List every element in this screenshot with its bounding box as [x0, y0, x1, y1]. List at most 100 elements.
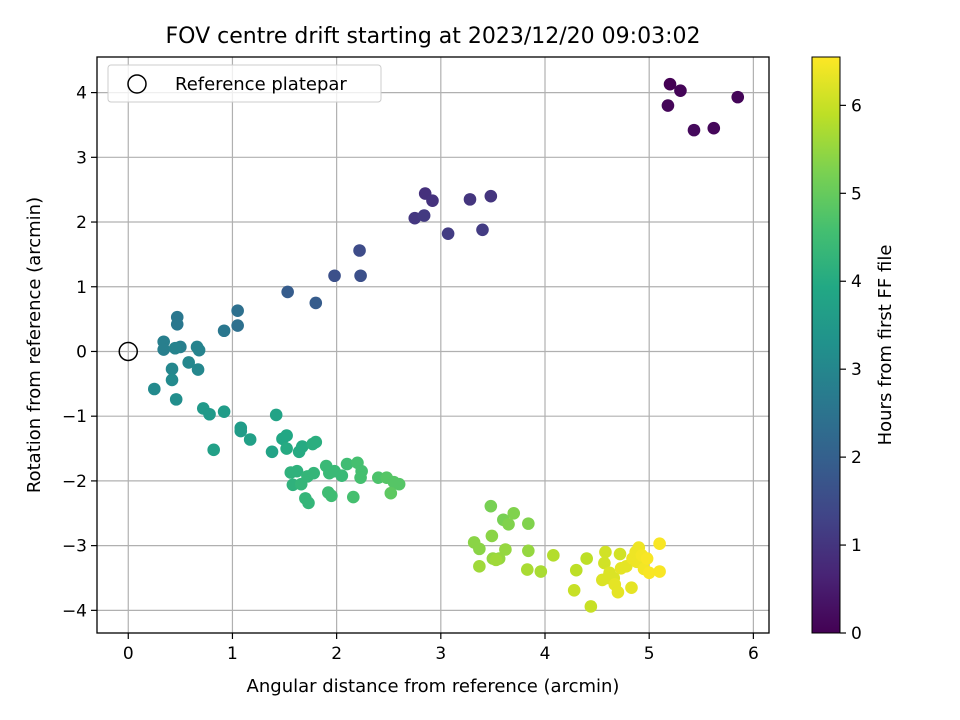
data-point	[499, 543, 512, 556]
y-tick-label: −1	[62, 407, 87, 427]
colorbar-tick-label: 5	[851, 184, 862, 204]
data-point	[507, 506, 521, 520]
data-point	[148, 382, 161, 396]
data-point	[484, 189, 498, 203]
data-point	[663, 77, 677, 91]
y-tick-label: −3	[62, 537, 87, 557]
data-point	[217, 324, 231, 338]
data-point	[463, 193, 477, 206]
data-point	[625, 581, 638, 594]
data-point	[485, 529, 499, 543]
data-point	[346, 490, 360, 504]
data-point	[476, 223, 489, 237]
data-point	[295, 440, 309, 453]
x-tick-label: 0	[123, 644, 134, 664]
data-point	[687, 123, 701, 137]
data-point	[584, 600, 598, 613]
data-point	[441, 227, 455, 240]
y-tick-label: −4	[62, 601, 87, 621]
plot-frame	[96, 56, 770, 634]
data-point	[613, 547, 627, 561]
colorbar-tick-label: 0	[851, 624, 862, 644]
data-point	[731, 90, 745, 104]
data-point	[231, 319, 244, 332]
x-tick-label: 3	[435, 644, 446, 664]
data-point	[325, 489, 338, 503]
data-point	[302, 496, 315, 510]
data-point	[280, 429, 293, 442]
data-point	[384, 486, 398, 500]
chart-title: FOV centre drift starting at 2023/12/20 …	[166, 24, 701, 49]
data-point	[207, 443, 220, 457]
y-tick-label: 4	[76, 84, 87, 104]
data-point	[522, 517, 535, 530]
data-point	[192, 343, 206, 357]
y-ticks: −4 −3 −2 −1 0 1 2 3 4	[62, 84, 97, 621]
data-point	[520, 563, 534, 576]
data-point	[243, 433, 257, 446]
data-point	[354, 269, 367, 283]
data-point	[335, 469, 349, 483]
colorbar-tick-label: 4	[851, 272, 862, 292]
data-point	[489, 553, 503, 567]
colorbar-tick-label: 3	[851, 360, 862, 380]
data-point	[280, 442, 293, 455]
data-point	[707, 121, 721, 135]
data-point	[661, 99, 675, 112]
data-point	[269, 408, 283, 422]
data-point	[281, 285, 294, 299]
colorbar: 0 1 2 3 4 5 6 Hours from first FF file	[811, 56, 896, 644]
data-point	[354, 471, 367, 484]
data-point	[426, 194, 439, 207]
reference-marker	[118, 341, 139, 362]
data-point	[307, 466, 321, 480]
data-point	[165, 373, 179, 387]
data-point	[231, 304, 244, 317]
data-point	[203, 407, 216, 421]
data-point	[392, 477, 406, 491]
data-point	[170, 317, 184, 331]
x-tick-label: 5	[644, 644, 655, 664]
data-point	[417, 209, 431, 222]
x-tick-label: 4	[540, 644, 551, 664]
colorbar-gradient	[811, 56, 841, 634]
colorbar-tick-label: 1	[851, 536, 862, 556]
y-axis-label: Rotation from reference (arcmin)	[24, 197, 45, 493]
x-tick-label: 2	[331, 644, 342, 664]
x-tick-label: 1	[227, 644, 238, 664]
legend: Reference platepar	[107, 64, 382, 103]
data-point	[653, 565, 666, 578]
y-tick-label: 3	[76, 148, 87, 168]
data-point	[473, 560, 486, 573]
data-point	[653, 537, 666, 550]
data-point	[567, 583, 581, 597]
data-point	[182, 356, 195, 369]
data-point	[353, 244, 366, 257]
data-point	[502, 517, 515, 531]
legend-marker	[127, 74, 147, 94]
data-point	[290, 464, 304, 478]
y-tick-label: −2	[62, 472, 87, 492]
x-ticks: 0 1 2 3 4 5 6	[123, 633, 759, 664]
data-point	[598, 556, 611, 570]
data-point	[569, 563, 583, 577]
data-point	[191, 363, 205, 376]
data-point	[157, 343, 170, 356]
data-point	[484, 499, 498, 513]
data-point	[642, 566, 656, 580]
data-point	[522, 544, 535, 558]
data-point	[674, 84, 687, 97]
data-point	[168, 341, 182, 355]
data-point	[217, 405, 231, 418]
colorbar-tick-label: 2	[851, 448, 862, 468]
x-axis-label: Angular distance from reference (arcmin)	[247, 676, 620, 697]
data-point	[234, 424, 248, 438]
colorbar-ticks: 0 1 2 3 4 5 6	[840, 96, 862, 644]
data-point	[265, 445, 279, 459]
data-point	[328, 269, 341, 283]
data-point	[599, 545, 612, 559]
data-point	[340, 457, 354, 471]
y-tick-label: 0	[76, 342, 87, 362]
y-tick-label: 1	[76, 278, 87, 298]
data-point	[547, 549, 560, 562]
